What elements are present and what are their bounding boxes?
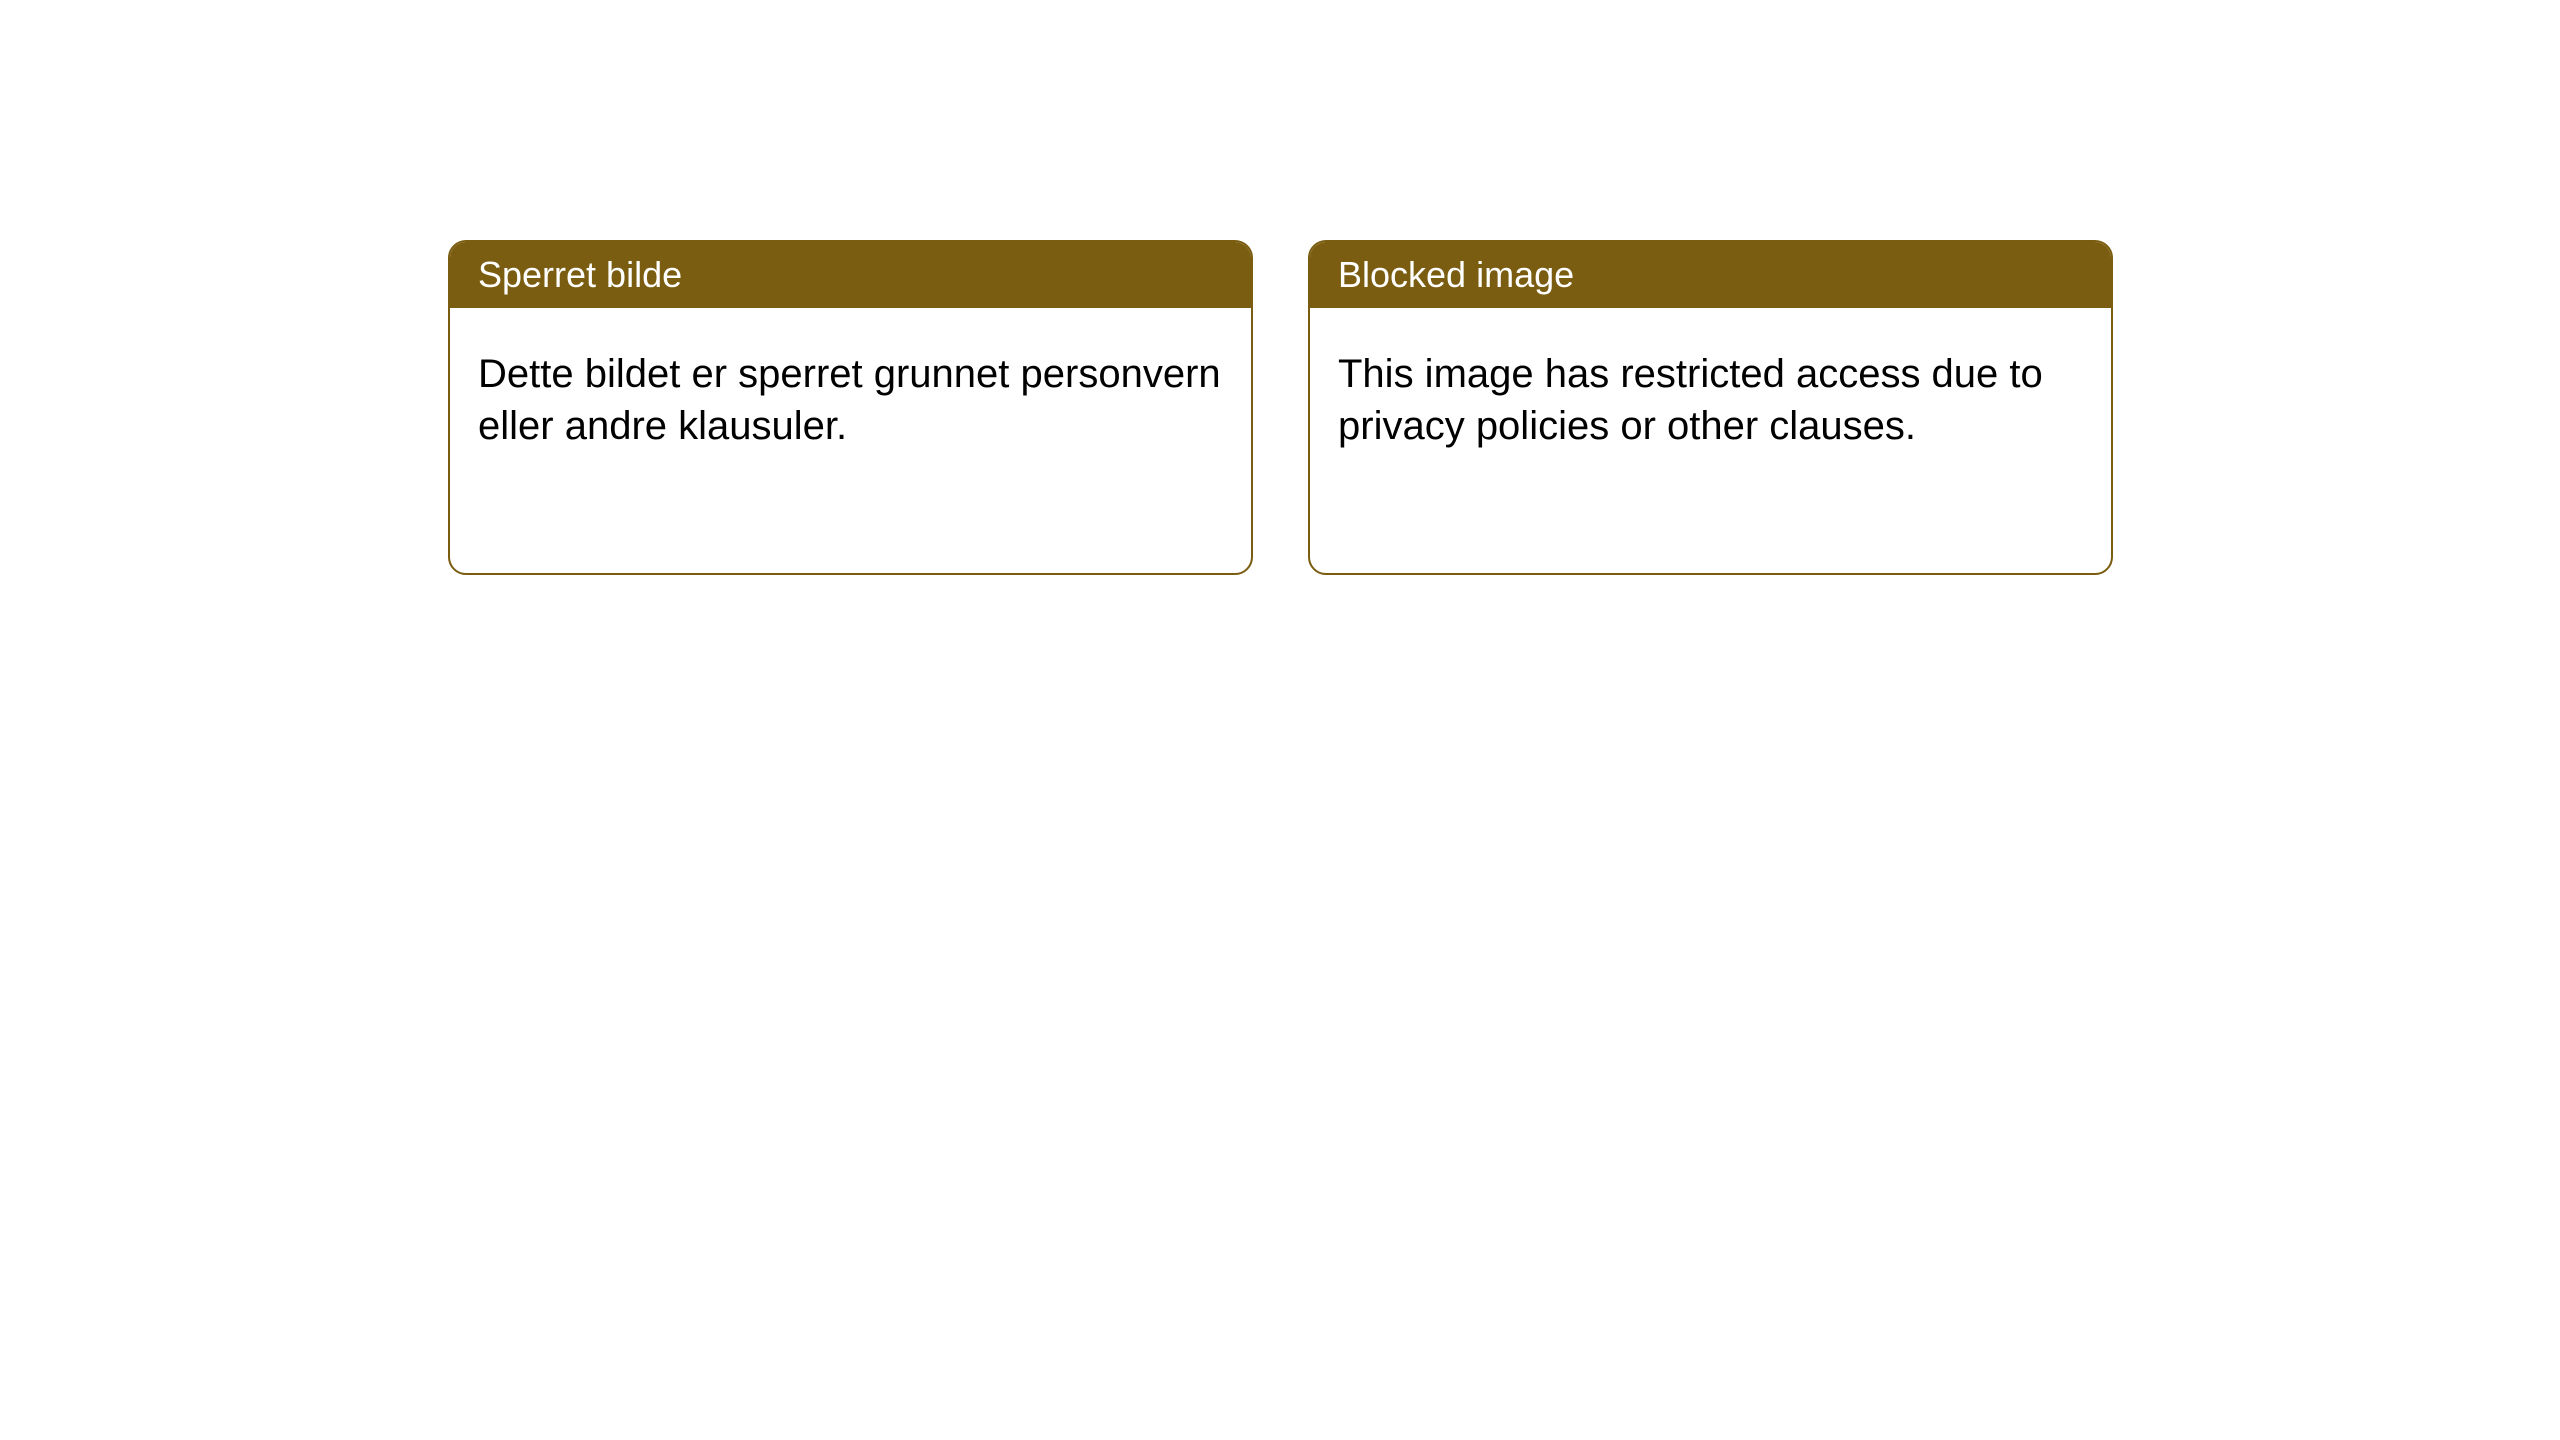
card-title: Blocked image — [1310, 242, 2111, 308]
card-body: This image has restricted access due to … — [1310, 308, 2111, 492]
blocked-image-card-norwegian: Sperret bilde Dette bildet er sperret gr… — [448, 240, 1253, 575]
card-title: Sperret bilde — [450, 242, 1251, 308]
card-body: Dette bildet er sperret grunnet personve… — [450, 308, 1251, 492]
blocked-image-card-english: Blocked image This image has restricted … — [1308, 240, 2113, 575]
cards-container: Sperret bilde Dette bildet er sperret gr… — [0, 0, 2560, 575]
